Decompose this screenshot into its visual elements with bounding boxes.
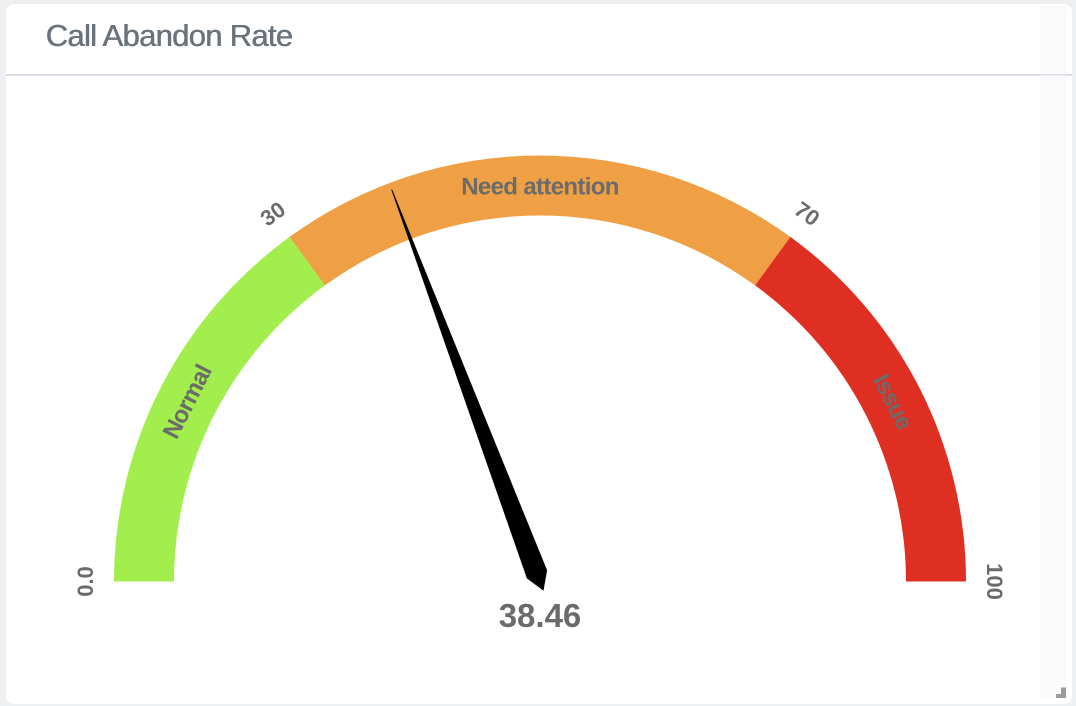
svg-text:Need attention: Need attention: [461, 174, 619, 201]
svg-text:0.0: 0.0: [73, 566, 98, 597]
svg-text:38.46: 38.46: [499, 597, 582, 634]
svg-text:70: 70: [790, 196, 825, 231]
svg-text:100: 100: [982, 563, 1007, 600]
svg-text:30: 30: [256, 196, 291, 231]
